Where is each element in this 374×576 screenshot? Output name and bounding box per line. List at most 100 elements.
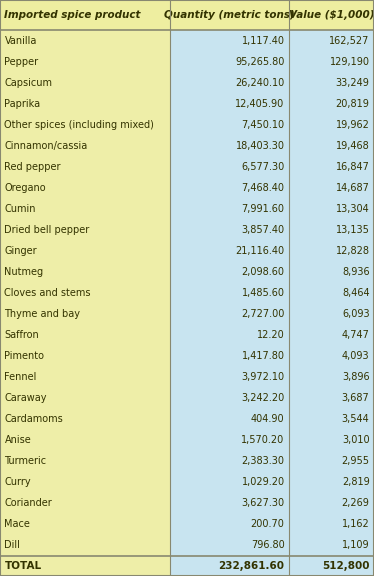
Text: 8,936: 8,936	[342, 267, 370, 277]
Text: 3,627.30: 3,627.30	[242, 498, 285, 509]
Bar	[0, 156, 170, 177]
Text: 1,109: 1,109	[342, 540, 370, 551]
Bar	[170, 556, 374, 576]
Text: 4,747: 4,747	[341, 330, 370, 340]
Text: Capsicum: Capsicum	[4, 78, 52, 88]
Bar	[170, 388, 374, 409]
Text: 95,265.80: 95,265.80	[235, 56, 285, 67]
Bar	[170, 346, 374, 367]
Text: Other spices (including mixed): Other spices (including mixed)	[4, 120, 154, 130]
Bar	[170, 51, 374, 72]
Text: 1,162: 1,162	[342, 520, 370, 529]
Text: 200.70: 200.70	[251, 520, 285, 529]
Text: 19,468: 19,468	[336, 141, 370, 151]
Text: 404.90: 404.90	[251, 414, 285, 425]
Text: Fennel: Fennel	[4, 372, 37, 382]
Bar	[170, 472, 374, 493]
Bar	[0, 219, 170, 240]
Bar	[0, 51, 170, 72]
Text: Vanilla: Vanilla	[4, 36, 37, 46]
Bar	[170, 30, 374, 51]
Text: 1,485.60: 1,485.60	[242, 288, 285, 298]
Text: 1,570.20: 1,570.20	[241, 435, 285, 445]
Bar	[170, 409, 374, 430]
Bar	[170, 430, 374, 451]
Text: Caraway: Caraway	[4, 393, 47, 403]
Bar	[170, 324, 374, 346]
Text: 6,577.30: 6,577.30	[241, 162, 285, 172]
Bar	[170, 135, 374, 156]
Text: 26,240.10: 26,240.10	[235, 78, 285, 88]
Bar	[0, 346, 170, 367]
Text: 7,450.10: 7,450.10	[242, 120, 285, 130]
Text: Pimento: Pimento	[4, 351, 45, 361]
Text: 162,527: 162,527	[329, 36, 370, 46]
Text: Cinnamon/cassia: Cinnamon/cassia	[4, 141, 88, 151]
Text: 232,861.60: 232,861.60	[219, 561, 285, 571]
Text: Dried bell pepper: Dried bell pepper	[4, 225, 90, 235]
Text: 3,544: 3,544	[342, 414, 370, 425]
Text: 2,383.30: 2,383.30	[242, 456, 285, 467]
Bar	[0, 114, 170, 135]
Text: Curry: Curry	[4, 478, 31, 487]
Bar	[170, 282, 374, 304]
Text: Value ($1,000): Value ($1,000)	[289, 10, 374, 20]
Bar	[170, 219, 374, 240]
Text: 7,991.60: 7,991.60	[242, 204, 285, 214]
Bar	[0, 451, 170, 472]
Bar	[0, 93, 170, 114]
Text: 1,029.20: 1,029.20	[242, 478, 285, 487]
Text: 3,010: 3,010	[342, 435, 370, 445]
Text: Red pepper: Red pepper	[4, 162, 61, 172]
Bar	[0, 177, 170, 198]
Bar	[0, 324, 170, 346]
Text: 3,857.40: 3,857.40	[242, 225, 285, 235]
Text: Dill: Dill	[4, 540, 20, 551]
Bar	[170, 93, 374, 114]
Text: 3,687: 3,687	[342, 393, 370, 403]
Text: 512,800: 512,800	[322, 561, 370, 571]
Text: TOTAL: TOTAL	[4, 561, 42, 571]
Text: Oregano: Oregano	[4, 183, 46, 193]
Text: Ginger: Ginger	[4, 246, 37, 256]
Bar	[0, 30, 170, 51]
Text: 13,135: 13,135	[335, 225, 370, 235]
Bar	[0, 556, 170, 576]
Text: 6,093: 6,093	[342, 309, 370, 319]
Bar	[170, 114, 374, 135]
Text: Anise: Anise	[4, 435, 31, 445]
Bar	[170, 156, 374, 177]
Bar	[0, 493, 170, 514]
Text: 12,405.90: 12,405.90	[235, 98, 285, 109]
Text: 1,417.80: 1,417.80	[242, 351, 285, 361]
Text: Pepper: Pepper	[4, 56, 39, 67]
Bar	[170, 262, 374, 282]
Bar	[170, 72, 374, 93]
Bar	[0, 0, 374, 30]
Bar	[0, 472, 170, 493]
Text: 13,304: 13,304	[336, 204, 370, 214]
Bar	[0, 409, 170, 430]
Text: Nutmeg: Nutmeg	[4, 267, 44, 277]
Text: Thyme and bay: Thyme and bay	[4, 309, 80, 319]
Text: 2,727.00: 2,727.00	[241, 309, 285, 319]
Text: 2,819: 2,819	[342, 478, 370, 487]
Text: Saffron: Saffron	[4, 330, 39, 340]
Bar	[0, 262, 170, 282]
Text: 16,847: 16,847	[335, 162, 370, 172]
Bar	[0, 304, 170, 324]
Bar	[0, 514, 170, 535]
Text: 4,093: 4,093	[342, 351, 370, 361]
Text: Coriander: Coriander	[4, 498, 52, 509]
Text: 3,972.10: 3,972.10	[242, 372, 285, 382]
Text: 2,955: 2,955	[341, 456, 370, 467]
Bar	[170, 514, 374, 535]
Bar	[0, 72, 170, 93]
Text: Imported spice product: Imported spice product	[4, 10, 141, 20]
Text: Cloves and stems: Cloves and stems	[4, 288, 91, 298]
Bar	[170, 367, 374, 388]
Text: Quantity (metric tons): Quantity (metric tons)	[164, 10, 295, 20]
Text: 3,242.20: 3,242.20	[241, 393, 285, 403]
Bar	[170, 304, 374, 324]
Text: Cumin: Cumin	[4, 204, 36, 214]
